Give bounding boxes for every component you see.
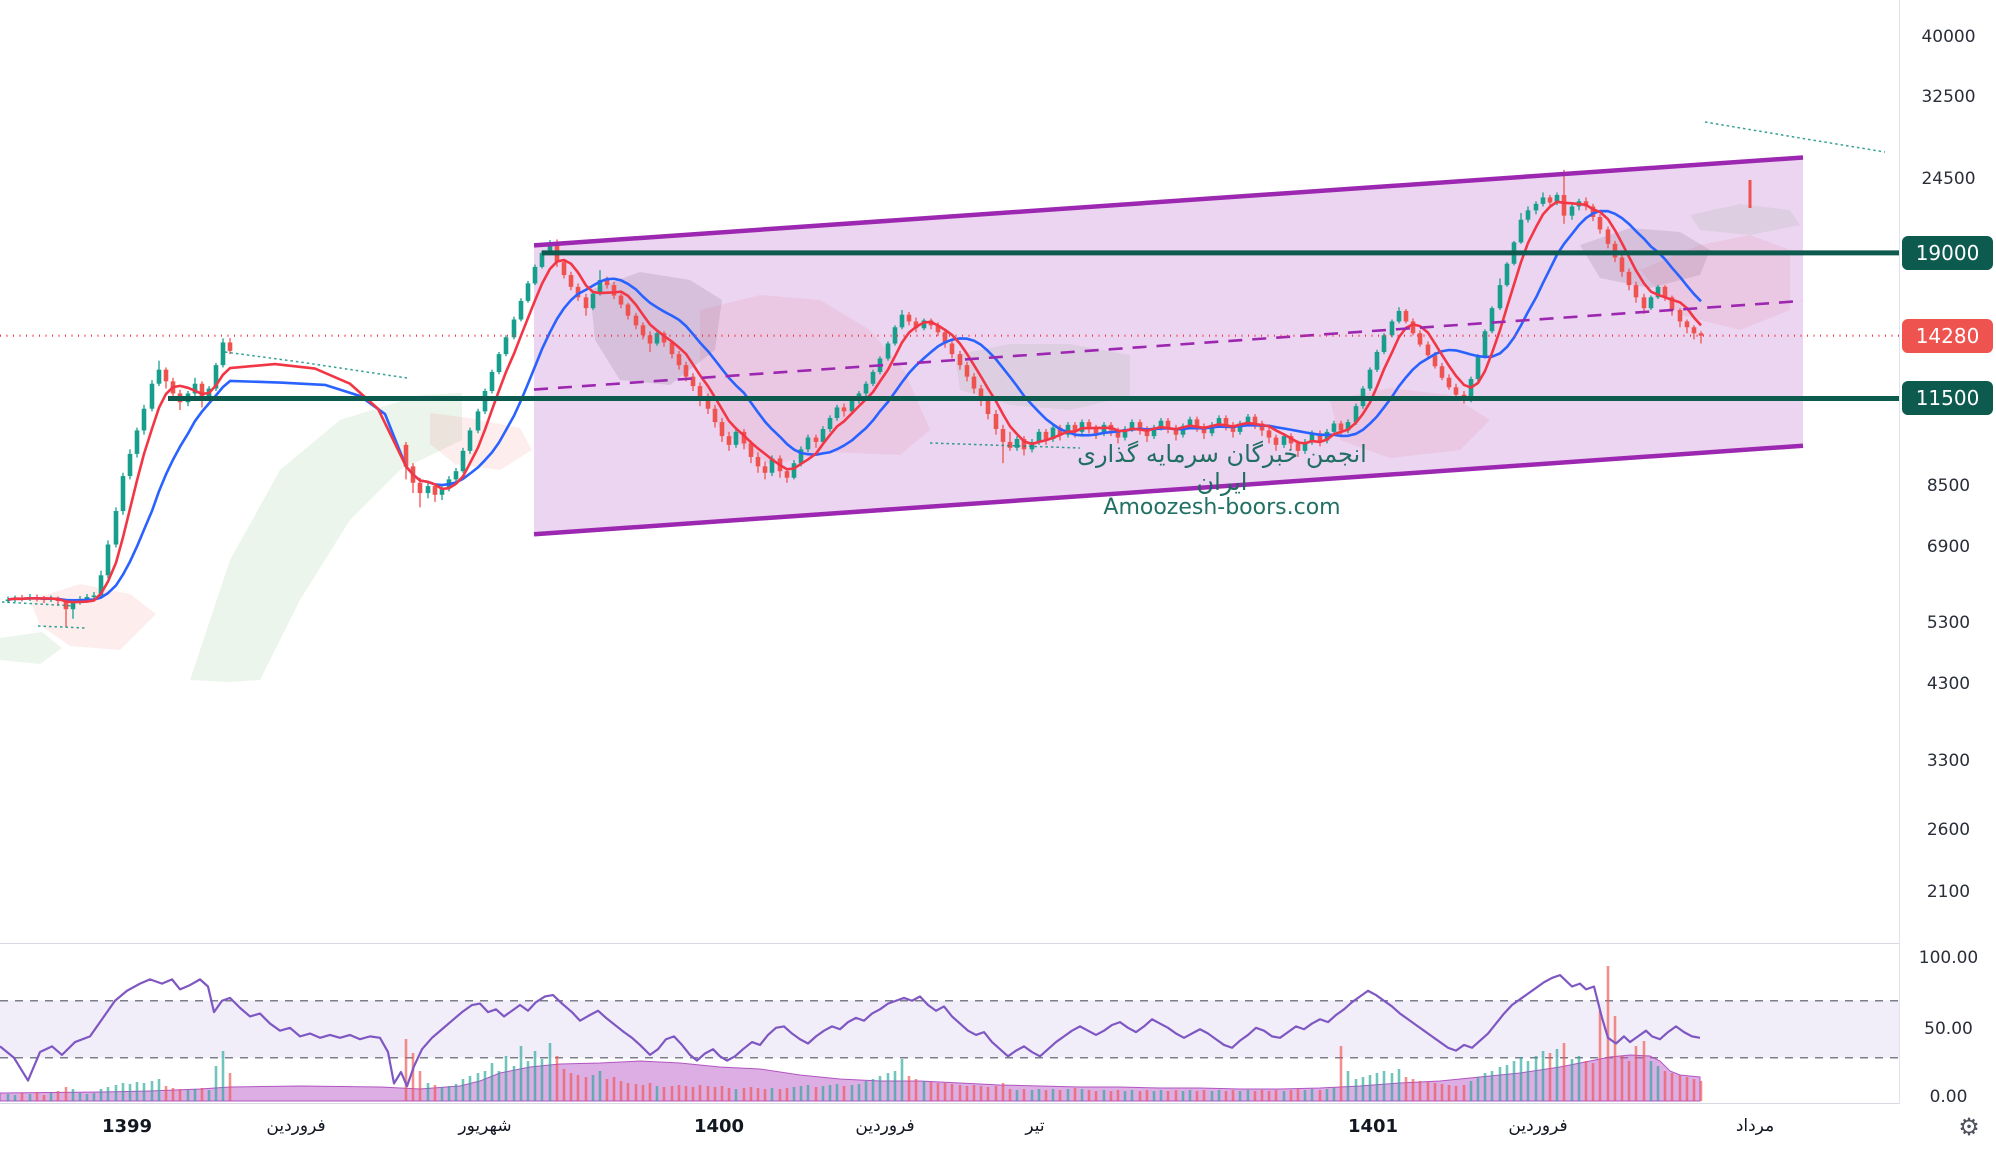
rsi-tick-label: 50.00: [1924, 1019, 1973, 1040]
price-tick-label: 3300: [1926, 750, 1971, 771]
ichimoku-cloud: [1640, 235, 1790, 330]
ichimoku-cloud: [1330, 388, 1490, 458]
time-axis[interactable]: 1399 فروردین شهریور 1400 فروردین تیر 1401 فرورد…: [0, 1104, 1996, 1158]
price-tick-label: 40000: [1921, 26, 1976, 47]
chikou-dotted-line: [1, 601, 76, 607]
ma-fast-line: [7, 200, 1702, 604]
price-tick-label: 4300: [1926, 673, 1971, 694]
rsi-band: [0, 1000, 1899, 1058]
price-badge-support: 11500: [1902, 381, 1993, 416]
price-badge-resistance: 19000: [1902, 235, 1993, 270]
rsi-line: [0, 974, 1701, 1088]
price-tick-label: 8500: [1926, 476, 1971, 497]
channel-top-line[interactable]: [533, 155, 1804, 248]
time-tick-label: 1401: [1347, 1116, 1399, 1137]
channel-bottom-line[interactable]: [533, 443, 1804, 537]
price-tick-label: 5300: [1926, 613, 1971, 634]
ichimoku-cloud: [190, 393, 462, 682]
time-tick-label: مرداد: [1735, 1116, 1775, 1136]
time-tick-label: 1399: [101, 1116, 153, 1137]
time-tick-label: شهریور: [458, 1116, 512, 1136]
time-tick-label: 1400: [693, 1116, 745, 1137]
price-tick-label: 24500: [1921, 169, 1976, 190]
time-tick-label: تیر: [1025, 1116, 1045, 1136]
settings-gear-icon[interactable]: ⚙: [1958, 1113, 1980, 1141]
channel-median-dashed[interactable]: [533, 299, 1804, 391]
time-tick-label: فروردین: [855, 1116, 915, 1136]
price-tick-label: 2100: [1926, 881, 1971, 902]
ichimoku-cloud: [0, 632, 62, 664]
chikou-dotted-line: [1704, 121, 1886, 153]
time-tick-label: فروردین: [266, 1116, 326, 1136]
ichimoku-cloud: [955, 344, 1130, 410]
price-badge-last-price: 14280: [1902, 318, 1993, 353]
price-tick-label: 32500: [1921, 87, 1976, 108]
rsi-tick-label: 100.00: [1918, 948, 1979, 968]
pane-divider-main-rsi[interactable]: [0, 943, 1996, 944]
chikou-dotted-line: [37, 625, 86, 629]
volume-bars: [6, 966, 1703, 1101]
pane-divider-rsi-axis: [0, 1103, 1996, 1104]
ichimoku-cloud: [1690, 204, 1800, 235]
price-axis-panel[interactable]: 40000 32500 24500 8500 6900 5300 4300 3300 2600 2…: [1899, 0, 1996, 1158]
time-tick-label: فروردین: [1508, 1116, 1568, 1136]
volume-ma-area: [0, 1054, 1701, 1102]
price-tick-label: 2600: [1926, 819, 1971, 840]
price-tick-label: 6900: [1926, 536, 1971, 557]
rsi-tick-label: 0.00: [1929, 1087, 1968, 1107]
